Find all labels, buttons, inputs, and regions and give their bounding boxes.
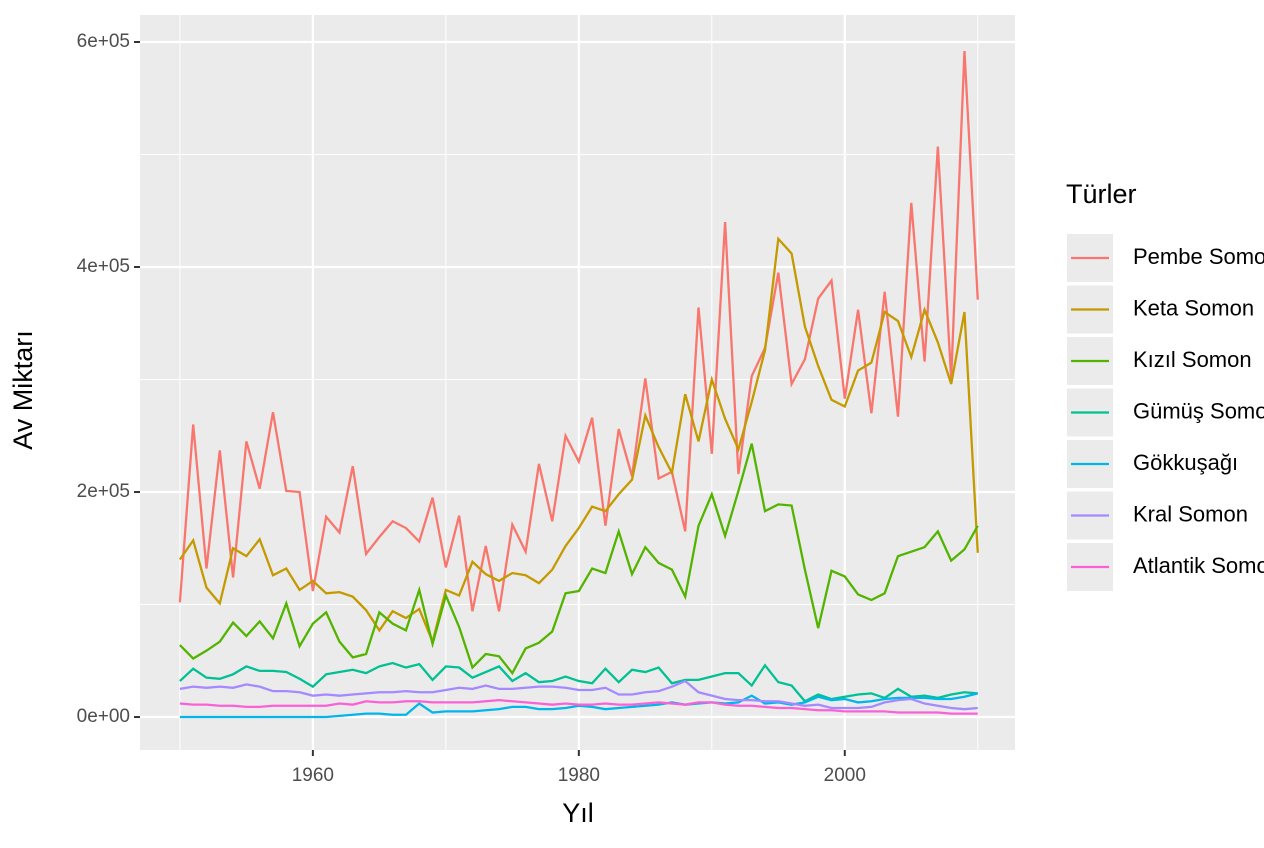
series-line xyxy=(179,679,978,711)
legend-label: Kral Somon xyxy=(1133,501,1248,526)
y-tick-label: 2e+05 xyxy=(77,481,130,502)
legend-title: Türler xyxy=(1066,179,1137,209)
x-axis-title: Yıl xyxy=(562,798,594,828)
series-line xyxy=(179,699,978,715)
y-tick-label: 6e+05 xyxy=(77,31,130,52)
legend-label: Keta Somon xyxy=(1133,295,1254,320)
series-line xyxy=(179,443,979,676)
legend-label: Atlantik Somon xyxy=(1133,553,1264,578)
y-tick-label: 0e+00 xyxy=(77,706,130,727)
legend-label: Kızıl Somon xyxy=(1133,347,1252,372)
legend-label: Gümüş Somon xyxy=(1133,398,1264,423)
panel xyxy=(140,15,1015,750)
x-tick-label: 1980 xyxy=(558,765,600,786)
x-tick-label: 1960 xyxy=(292,765,334,786)
x-tick-label: 2000 xyxy=(824,765,866,786)
legend-label: Pembe Somon xyxy=(1133,244,1264,269)
legend-label: Gökkuşağı xyxy=(1133,450,1238,475)
series-line xyxy=(178,50,979,612)
y-tick-label: 4e+05 xyxy=(77,256,130,277)
y-axis-title: Av Miktarı xyxy=(8,330,38,450)
series-line xyxy=(179,661,978,703)
series-line xyxy=(178,236,979,646)
